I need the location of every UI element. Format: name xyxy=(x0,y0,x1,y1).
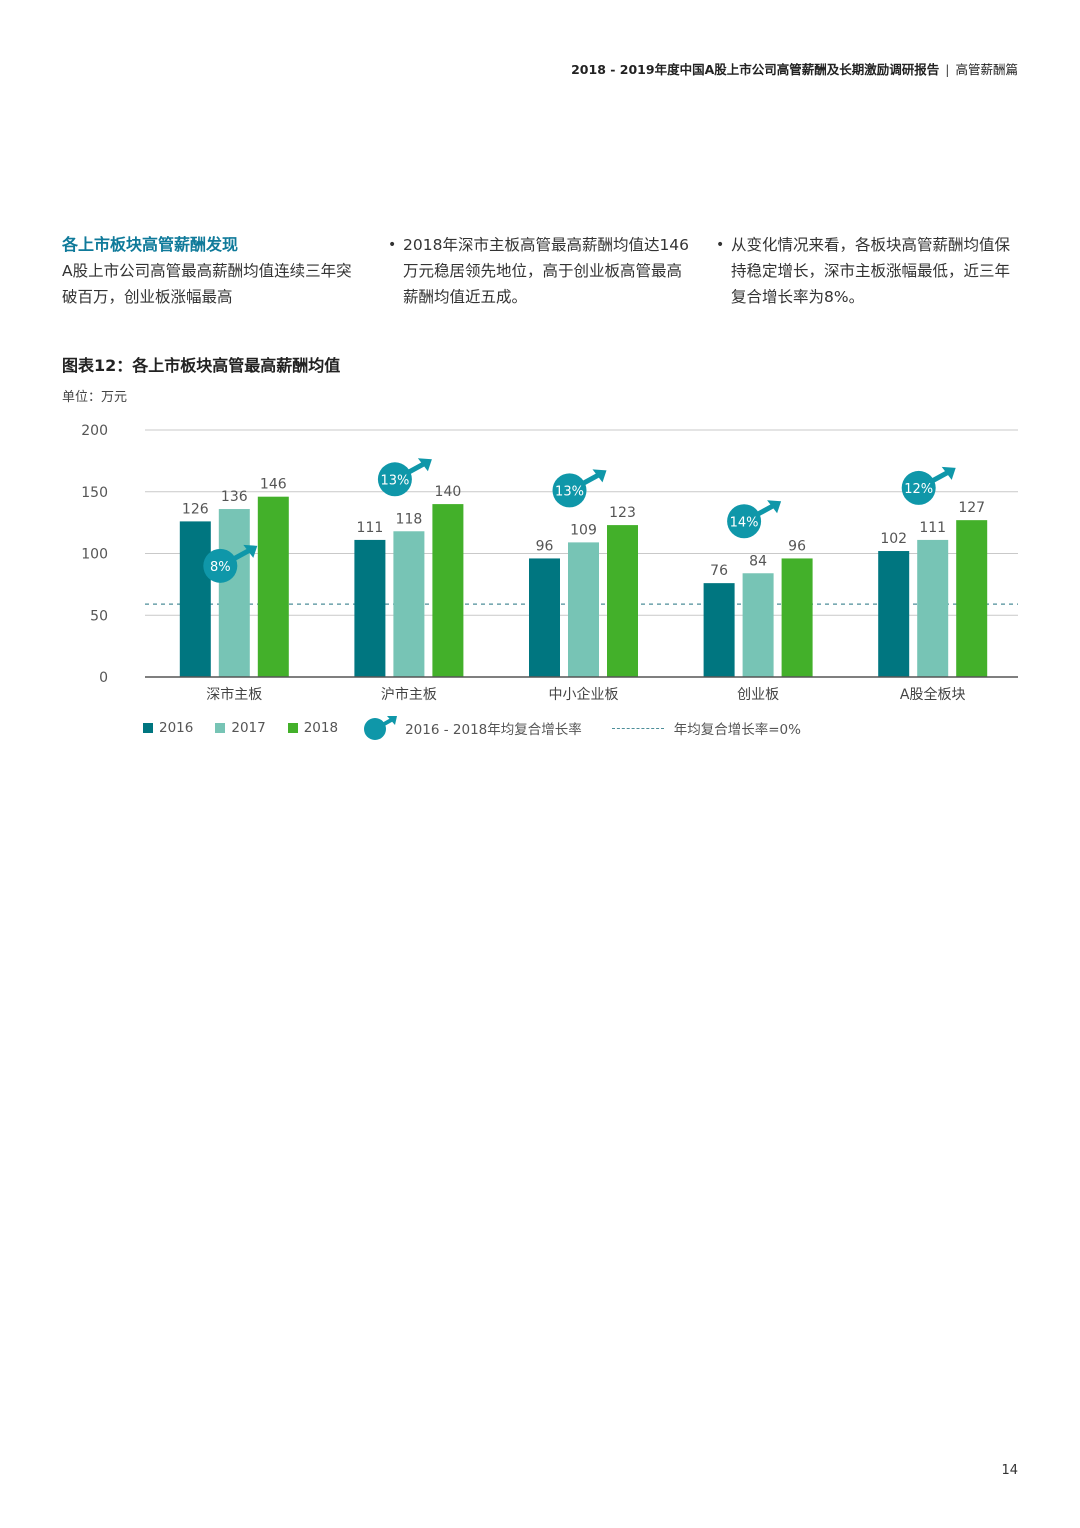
growth-badge-circle xyxy=(901,470,936,505)
data-label: 126 xyxy=(182,501,209,517)
findings-bullet-1: 2018年深市主板高管最高薪酬均值达146万元稳居领先地位，高于创业板高管最高薪… xyxy=(403,236,690,306)
legend-swatch-2017 xyxy=(215,723,226,733)
findings-intro-column: 各上市板块高管薪酬发现 A股上市公司高管最高薪酬均值连续三年突破百万，创业板涨幅… xyxy=(62,232,362,310)
bar-2018 xyxy=(956,520,988,677)
data-label: 146 xyxy=(260,477,287,493)
bar-2018 xyxy=(432,504,464,677)
growth-badge: 13% xyxy=(552,469,607,508)
growth-arrow-head xyxy=(417,458,432,472)
y-tick-label: 100 xyxy=(81,547,108,563)
dashed-line-icon xyxy=(611,727,664,729)
growth-rate-label: 14% xyxy=(730,515,759,530)
growth-rate-label: 13% xyxy=(555,484,584,499)
growth-badge: 13% xyxy=(377,458,432,497)
growth-rate-label: 8% xyxy=(210,560,231,575)
growth-badge-icon xyxy=(364,716,398,740)
growth-badge: 12% xyxy=(901,466,956,505)
legend-swatch-2016 xyxy=(143,723,153,733)
legend-label-zero-growth: 年均复合增长率=0% xyxy=(673,722,801,738)
growth-arrow-head xyxy=(767,500,782,514)
data-label: 123 xyxy=(609,505,636,521)
y-tick-label: 200 xyxy=(81,423,108,439)
growth-badge: 14% xyxy=(727,500,782,539)
bar-2016 xyxy=(179,521,211,677)
bar-chart: 0 50 100 150 200 126 136 146 深市主板 8% 111 118 140 沪市主板… xyxy=(81,423,1018,703)
bar-2016 xyxy=(354,539,386,677)
page-number: 14 xyxy=(1001,1463,1018,1478)
bullet-symbol: • xyxy=(716,237,725,253)
findings-intro: A股上市公司高管最高薪酬均值连续三年突破百万，创业板涨幅最高 xyxy=(62,262,352,306)
growth-rate-label: 13% xyxy=(380,473,409,488)
legend-item-zero-growth: 年均复合增长率=0% xyxy=(611,718,801,738)
bar-2016 xyxy=(703,583,735,677)
data-label: 84 xyxy=(749,553,767,569)
findings-bullet-2: 从变化情况来看，各板块高管薪酬均值保持稳定增长，深市主板涨幅最低，近三年复合增长… xyxy=(731,236,1011,306)
y-tick-label: 150 xyxy=(81,485,108,501)
data-label: 127 xyxy=(958,500,985,516)
bar-2017 xyxy=(742,573,774,677)
category-label: A股全板块 xyxy=(900,686,966,703)
category-label: 沪市主板 xyxy=(381,686,437,703)
legend-swatch-2018 xyxy=(287,723,298,733)
data-label: 140 xyxy=(435,484,462,500)
data-label: 76 xyxy=(710,563,728,579)
bar-2018 xyxy=(257,496,289,677)
data-label: 111 xyxy=(357,520,384,536)
data-label: 109 xyxy=(570,522,597,538)
growth-badge-circle xyxy=(377,462,412,497)
growth-arrow-head xyxy=(243,544,258,558)
data-label: 111 xyxy=(919,520,946,536)
bar-2018 xyxy=(607,525,638,677)
legend-item-2018: 2018 xyxy=(287,720,339,736)
unit-label: 单位：万元 xyxy=(62,390,128,405)
legend-label-cagr: 2016 - 2018年均复合增长率 xyxy=(405,722,582,738)
y-tick-label: 50 xyxy=(90,608,108,624)
bullet-symbol: • xyxy=(388,237,397,253)
findings-title: 各上市板块高管薪酬发现 xyxy=(62,235,239,254)
bar-2017 xyxy=(218,509,250,677)
legend-item-2017: 2017 xyxy=(215,720,266,736)
report-title: 2018 - 2019年度中国A股上市公司高管薪酬及长期激励调研报告 xyxy=(571,62,940,77)
y-tick-label: 0 xyxy=(99,670,108,686)
findings-bullet-column-1: • 2018年深市主板高管最高薪酬均值达146万元稳居领先地位，高于创业板高管最… xyxy=(388,232,693,310)
category-label: 创业板 xyxy=(737,687,779,703)
category-label: 中小企业板 xyxy=(549,686,619,703)
findings-bullet-column-2: • 从变化情况来看，各板块高管薪酬均值保持稳定增长，深市主板涨幅最低，近三年复合… xyxy=(716,232,1016,310)
data-label: 96 xyxy=(788,538,806,554)
bar-2017 xyxy=(568,542,599,677)
legend-item-cagr: 2016 - 2018年均复合增长率 xyxy=(360,715,582,741)
growth-badge-circle xyxy=(727,504,762,539)
category-label: 深市主板 xyxy=(206,686,262,703)
growth-arrow-head xyxy=(592,469,607,483)
bar-2017 xyxy=(917,539,949,677)
section-name: 高管薪酬篇 xyxy=(955,62,1018,77)
chart-legend: 2016 2017 2018 2016 - 2018年均复合增长率 年均复合增长… xyxy=(143,716,823,740)
growth-badge: 8% xyxy=(203,544,258,583)
data-label: 118 xyxy=(396,511,423,527)
growth-badge-circle xyxy=(203,548,238,583)
bar-2016 xyxy=(878,551,910,677)
data-label: 96 xyxy=(536,538,554,554)
bar-2018 xyxy=(781,558,813,677)
legend-label-2017: 2017 xyxy=(231,720,266,736)
data-label: 102 xyxy=(880,531,907,547)
growth-rate-label: 12% xyxy=(904,482,933,497)
report-header: 2018 - 2019年度中国A股上市公司高管薪酬及长期激励调研报告 | 高管薪酬篇 xyxy=(571,59,1018,78)
chart-title: 图表12：各上市板块高管最高薪酬均值 xyxy=(62,356,341,375)
legend-label-2016: 2016 xyxy=(159,720,194,736)
data-label: 136 xyxy=(221,489,248,505)
legend-label-2018: 2018 xyxy=(303,720,339,736)
bar-2016 xyxy=(529,558,560,677)
bar-2017 xyxy=(393,531,425,677)
header-separator: | xyxy=(945,62,950,77)
growth-arrow-head xyxy=(941,466,956,480)
legend-item-2016: 2016 xyxy=(143,720,193,736)
growth-badge-circle xyxy=(552,473,587,508)
